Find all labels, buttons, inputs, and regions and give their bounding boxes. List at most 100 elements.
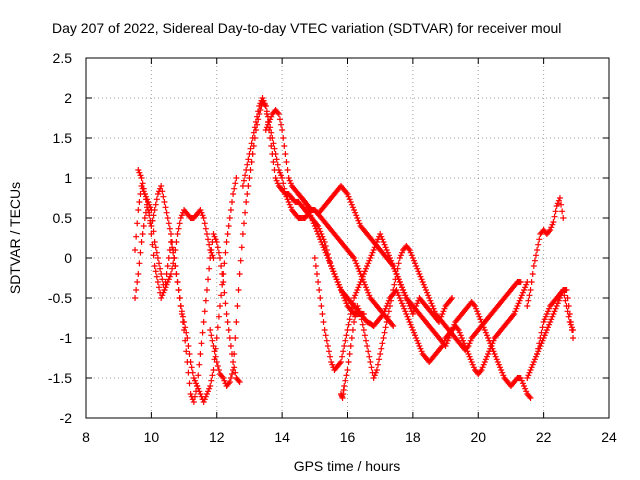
data-point-marker bbox=[145, 199, 152, 205]
data-point-marker bbox=[222, 249, 229, 256]
data-point-marker bbox=[409, 311, 416, 317]
data-point-marker bbox=[153, 196, 160, 203]
data-point-marker bbox=[570, 327, 577, 333]
data-point-marker bbox=[163, 271, 170, 277]
data-point-marker bbox=[405, 300, 412, 307]
data-point-marker bbox=[381, 241, 388, 248]
data-point-marker bbox=[211, 233, 218, 240]
data-point-marker bbox=[230, 367, 237, 373]
data-point-marker bbox=[351, 295, 358, 301]
data-point-marker bbox=[554, 300, 561, 307]
data-point-marker bbox=[324, 255, 331, 261]
data-point-marker bbox=[486, 337, 493, 344]
data-point-marker bbox=[559, 208, 566, 215]
data-point-marker bbox=[548, 316, 555, 323]
data-point-marker bbox=[231, 351, 238, 357]
data-point-marker bbox=[319, 311, 326, 317]
data-point-marker bbox=[437, 316, 444, 323]
data-point-marker bbox=[535, 241, 542, 248]
data-point-marker bbox=[510, 312, 517, 319]
data-point-marker bbox=[318, 239, 325, 245]
data-point-marker bbox=[363, 284, 370, 291]
data-point-marker bbox=[438, 344, 445, 351]
data-point-marker bbox=[193, 388, 200, 395]
data-point-marker bbox=[565, 313, 572, 320]
data-point-marker bbox=[366, 292, 373, 299]
y-tick-label: 1 bbox=[64, 170, 72, 186]
data-point-marker bbox=[179, 319, 186, 325]
data-point-marker bbox=[327, 353, 334, 360]
data-point-marker bbox=[361, 332, 368, 339]
data-point-marker bbox=[396, 279, 403, 285]
data-point-marker bbox=[159, 276, 166, 283]
data-point-marker bbox=[220, 375, 227, 381]
data-point-marker bbox=[205, 388, 212, 395]
data-point-marker bbox=[414, 337, 421, 344]
data-point-marker bbox=[481, 359, 488, 365]
data-point-marker bbox=[164, 215, 171, 221]
data-point-marker bbox=[187, 391, 194, 397]
data-point-marker bbox=[549, 221, 556, 228]
data-point-marker bbox=[152, 244, 159, 251]
data-point-marker bbox=[262, 127, 269, 133]
data-point-marker bbox=[412, 305, 419, 312]
data-point-marker bbox=[368, 252, 375, 259]
data-point-marker bbox=[384, 313, 391, 320]
data-point-marker bbox=[329, 361, 336, 368]
data-point-marker bbox=[313, 271, 320, 277]
data-point-marker bbox=[233, 175, 240, 181]
data-point-marker bbox=[344, 327, 351, 333]
data-point-marker bbox=[406, 303, 413, 309]
data-point-marker bbox=[212, 353, 219, 360]
data-point-marker bbox=[517, 295, 524, 301]
data-point-marker bbox=[365, 348, 372, 355]
data-point-marker bbox=[284, 196, 291, 203]
data-point-marker bbox=[343, 372, 350, 379]
data-point-marker bbox=[152, 201, 159, 208]
data-point-marker bbox=[528, 364, 535, 371]
data-point-marker bbox=[553, 303, 560, 309]
data-point-marker bbox=[418, 276, 425, 283]
data-point-marker bbox=[524, 303, 531, 309]
data-point-marker bbox=[512, 308, 519, 315]
data-point-marker bbox=[164, 263, 171, 269]
y-tick-label: -0.5 bbox=[48, 290, 72, 306]
data-point-marker bbox=[444, 337, 451, 344]
data-point-marker bbox=[215, 367, 222, 373]
data-point-marker bbox=[199, 329, 206, 336]
data-point-marker bbox=[450, 324, 457, 331]
data-point-marker bbox=[414, 300, 421, 307]
data-point-marker bbox=[160, 289, 167, 296]
data-point-marker bbox=[218, 292, 225, 299]
data-point-marker bbox=[264, 121, 271, 128]
data-point-marker bbox=[474, 308, 481, 315]
data-point-marker bbox=[517, 279, 524, 285]
data-point-marker bbox=[371, 244, 378, 251]
data-point-marker bbox=[401, 289, 408, 296]
data-point-marker bbox=[312, 263, 319, 269]
data-point-marker bbox=[207, 255, 214, 261]
data-point-marker bbox=[454, 325, 461, 332]
data-point-marker bbox=[175, 225, 182, 232]
data-point-marker bbox=[353, 260, 360, 267]
data-point-marker bbox=[198, 209, 205, 216]
data-point-marker bbox=[231, 185, 238, 192]
data-point-marker bbox=[242, 172, 249, 179]
data-point-marker bbox=[497, 364, 504, 371]
data-point-marker bbox=[518, 377, 525, 384]
data-point-marker bbox=[491, 351, 498, 357]
data-point-marker bbox=[441, 305, 448, 312]
data-point-marker bbox=[561, 292, 568, 299]
data-point-marker bbox=[134, 279, 141, 285]
data-point-marker bbox=[274, 161, 281, 168]
data-point-marker bbox=[430, 305, 437, 312]
data-point-marker bbox=[246, 151, 253, 157]
data-point-marker bbox=[210, 343, 217, 349]
data-point-marker bbox=[254, 113, 261, 120]
data-point-marker bbox=[322, 249, 329, 256]
data-point-marker bbox=[224, 319, 231, 325]
data-point-marker bbox=[397, 252, 404, 259]
y-tick-label: -2 bbox=[60, 410, 73, 426]
data-point-marker bbox=[485, 351, 492, 357]
